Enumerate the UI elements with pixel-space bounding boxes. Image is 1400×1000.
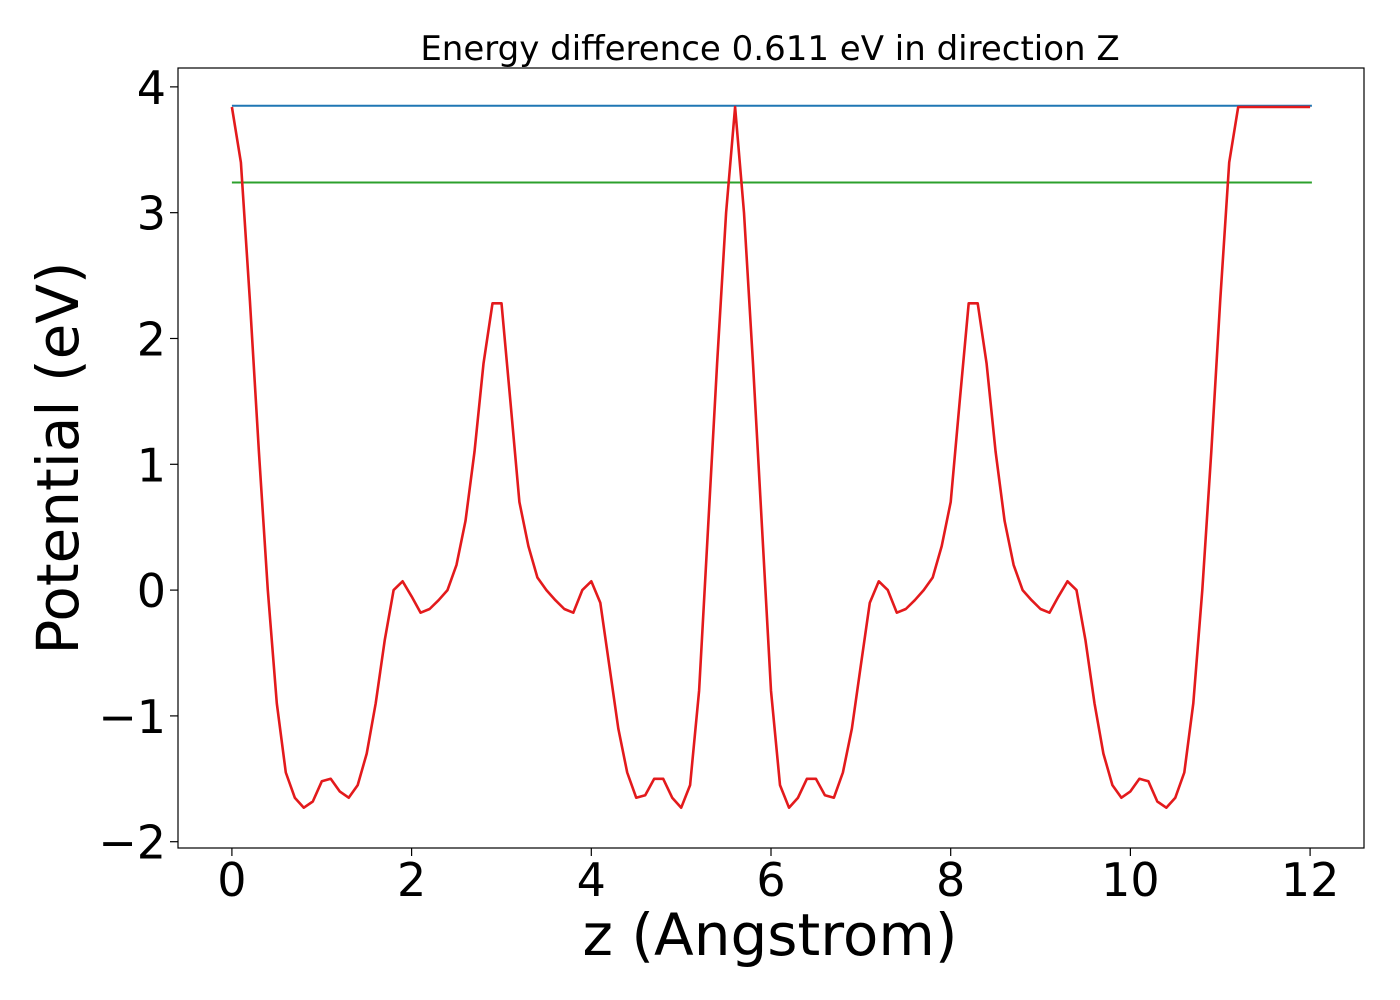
x-tick-label: 2 — [397, 853, 426, 907]
y-tick-label: −1 — [98, 690, 166, 744]
x-tick-label: 4 — [577, 853, 606, 907]
chart-title: Energy difference 0.611 eV in direction … — [420, 29, 1119, 69]
y-tick-label: −2 — [98, 816, 166, 870]
y-tick-label: 4 — [137, 61, 166, 115]
plot-area — [230, 104, 1312, 810]
x-tick-label: 8 — [936, 853, 965, 907]
y-tick-label: 0 — [137, 564, 166, 618]
x-tick-label: 6 — [756, 853, 785, 907]
series-line-3 — [230, 105, 1311, 810]
x-tick-label: 10 — [1101, 853, 1160, 907]
y-tick-label: 2 — [137, 312, 166, 366]
y-tick-label: 1 — [137, 438, 166, 492]
y-tick-label: 3 — [137, 187, 166, 241]
x-axis-label: z (Angstrom) — [583, 901, 958, 969]
y-axis-label: Potential (eV) — [24, 261, 92, 654]
x-tick-label: 0 — [217, 853, 246, 907]
x-tick-label: 12 — [1281, 853, 1340, 907]
